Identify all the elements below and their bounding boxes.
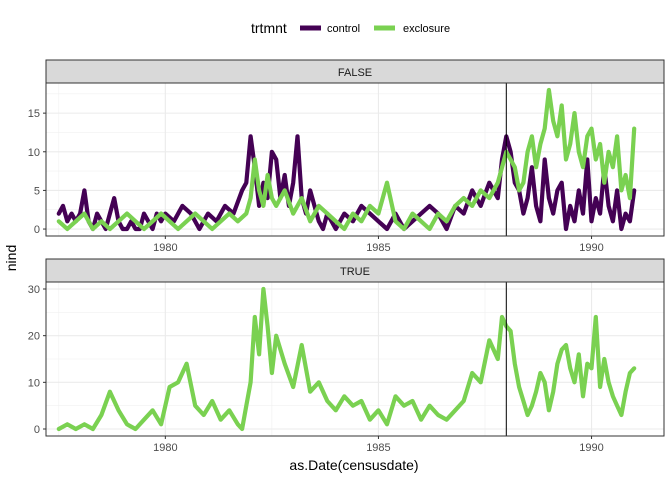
x-tick-label: 1980 bbox=[153, 442, 177, 454]
facet-strip-label: FALSE bbox=[338, 67, 372, 79]
panel-border bbox=[45, 82, 665, 237]
legend: trtmnt control exclosure bbox=[251, 20, 450, 36]
x-axis-label: as.Date(censusdate) bbox=[289, 457, 418, 473]
panel-TRUE: TRUE 0 10 20 30 1980 1985 1990 bbox=[28, 258, 665, 454]
legend-label-control: control bbox=[327, 23, 360, 35]
y-tick-label: 10 bbox=[28, 377, 40, 389]
legend-title: trtmnt bbox=[251, 20, 287, 36]
x-tick-label: 1980 bbox=[153, 242, 177, 254]
y-tick-label: 10 bbox=[28, 147, 40, 159]
y-tick-label: 0 bbox=[34, 424, 40, 436]
y-tick-label: 5 bbox=[34, 185, 40, 197]
y-axis-label: nind bbox=[3, 245, 19, 271]
legend-label-exclosure: exclosure bbox=[403, 23, 450, 35]
series-line-control bbox=[56, 134, 637, 232]
y-tick-label: 15 bbox=[28, 108, 40, 120]
panel-border bbox=[45, 281, 665, 437]
x-tick-label: 1990 bbox=[579, 442, 603, 454]
x-tick-label: 1985 bbox=[366, 442, 390, 454]
panel-FALSE: FALSE 0 5 10 15 1980 1985 1990 bbox=[28, 59, 665, 254]
y-tick-label: 20 bbox=[28, 331, 40, 343]
series-line-exclosure bbox=[56, 286, 637, 432]
y-tick-label: 30 bbox=[28, 284, 40, 296]
x-tick-label: 1990 bbox=[579, 242, 603, 254]
y-tick-label: 0 bbox=[34, 224, 40, 236]
series-line-exclosure bbox=[56, 87, 637, 232]
facet-strip-label: TRUE bbox=[340, 266, 370, 278]
x-tick-label: 1985 bbox=[366, 242, 390, 254]
